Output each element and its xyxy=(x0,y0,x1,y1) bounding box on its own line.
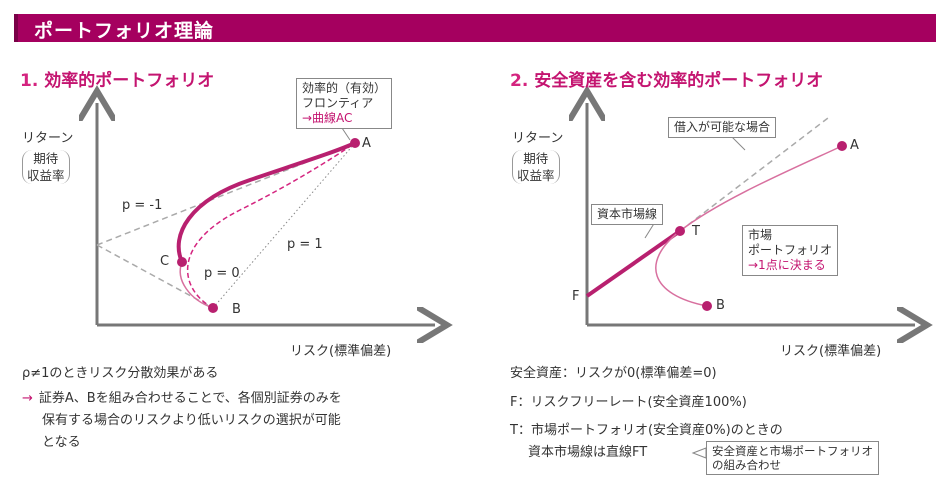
point-c-marker xyxy=(177,257,187,267)
right-y-sub-2: 収益率 xyxy=(517,168,555,183)
left-section-number: 1. xyxy=(20,71,39,91)
right-note-2: F：リスクフリーレート(安全資産100%) xyxy=(510,395,747,410)
left-y-sub-2: 収益率 xyxy=(27,168,65,183)
right-note-1: 安全資産：リスクが0(標準偏差=0) xyxy=(510,366,717,381)
left-x-label: リスク(標準偏差) xyxy=(290,344,392,359)
borrowing-line xyxy=(679,117,829,232)
right-note-3: T：市場ポートフォリオ(安全資産0%)のときの xyxy=(510,423,783,438)
capital-market-line xyxy=(585,229,682,298)
right-section-number: 2. xyxy=(510,71,529,91)
left-diagram xyxy=(97,103,435,325)
market-callout-2: ポートフォリオ xyxy=(748,243,833,257)
market-callout-3: →1点に決まる xyxy=(748,258,826,272)
label-t: T xyxy=(692,224,700,239)
note-arrow-icon: → xyxy=(22,391,33,406)
rho-neg1-label: p = -1 xyxy=(122,198,163,213)
point-b-marker-right xyxy=(702,301,712,311)
rho-0-label: p = 0 xyxy=(204,266,240,281)
left-note-2-text: 証券A、Bを組み合わせることで、各個別証券のみを xyxy=(38,391,342,406)
label-f: F xyxy=(572,289,580,304)
label-a-right: A xyxy=(850,138,859,153)
left-note-4: となる xyxy=(42,435,81,450)
left-y-label: リターン xyxy=(22,131,74,146)
right-x-label: リスク(標準偏差) xyxy=(780,344,882,359)
point-a-marker-right xyxy=(837,141,847,151)
frontier-lower-curve xyxy=(179,261,214,309)
ft-callout: 安全資産と市場ポートフォリオ の組み合わせ xyxy=(706,441,879,475)
page-title: ポートフォリオ理論 xyxy=(34,20,215,42)
label-b-right: B xyxy=(716,298,725,313)
left-note-1: ρ≠1のときリスク分散効果がある xyxy=(22,366,219,381)
right-y-label: リターン xyxy=(512,131,564,146)
right-y-sublabel: 期待 収益率 xyxy=(512,150,560,184)
rho-1-label: p = 1 xyxy=(287,237,323,252)
label-c: C xyxy=(160,254,170,269)
point-b-marker xyxy=(208,303,218,313)
left-y-sub-1: 期待 xyxy=(33,151,59,166)
rho-1-line xyxy=(212,142,356,309)
left-section-text: 効率的ポートフォリオ xyxy=(44,71,215,91)
callout-line-1: 効率的（有効） xyxy=(302,81,387,95)
label-a: A xyxy=(362,136,371,151)
left-note-2: → 証券A、Bを組み合わせることで、各個別証券のみを xyxy=(22,388,342,410)
callout-line-2: フロンティア xyxy=(302,96,374,110)
right-section-title: 2. 安全資産を含む効率的ポートフォリオ xyxy=(510,66,823,91)
left-frontier-callout: 効率的（有効） フロンティア →曲線AC xyxy=(296,78,393,129)
point-t-marker xyxy=(675,226,685,236)
market-callout: 市場 ポートフォリオ →1点に決まる xyxy=(742,225,839,276)
left-note-3: 保有する場合のリスクより低いリスクの選択が可能 xyxy=(42,413,341,428)
left-section-title: 1. 効率的ポートフォリオ xyxy=(20,66,214,91)
right-section-text: 安全資産を含む効率的ポートフォリオ xyxy=(534,71,824,91)
ft-callout-pointer xyxy=(691,447,707,459)
callout-line-3: →曲線AC xyxy=(302,111,353,125)
right-y-sub-1: 期待 xyxy=(523,151,549,166)
efficient-frontier-curve xyxy=(176,141,356,263)
point-a-marker xyxy=(350,138,360,148)
right-diagram xyxy=(587,103,915,325)
borrow-callout: 借入が可能な場合 xyxy=(668,117,777,138)
header-bar: ポートフォリオ理論 xyxy=(14,14,936,42)
rho-0-curve xyxy=(186,142,356,309)
cml-callout: 資本市場線 xyxy=(591,204,664,225)
market-callout-1: 市場 xyxy=(748,228,773,242)
ft-callout-1: 安全資産と市場ポートフォリオ xyxy=(712,444,873,458)
right-note-4: 資本市場線は直線FT xyxy=(528,445,648,460)
left-y-sublabel: 期待 収益率 xyxy=(22,150,70,184)
label-b: B xyxy=(232,302,241,317)
ft-callout-2: の組み合わせ xyxy=(712,458,781,472)
